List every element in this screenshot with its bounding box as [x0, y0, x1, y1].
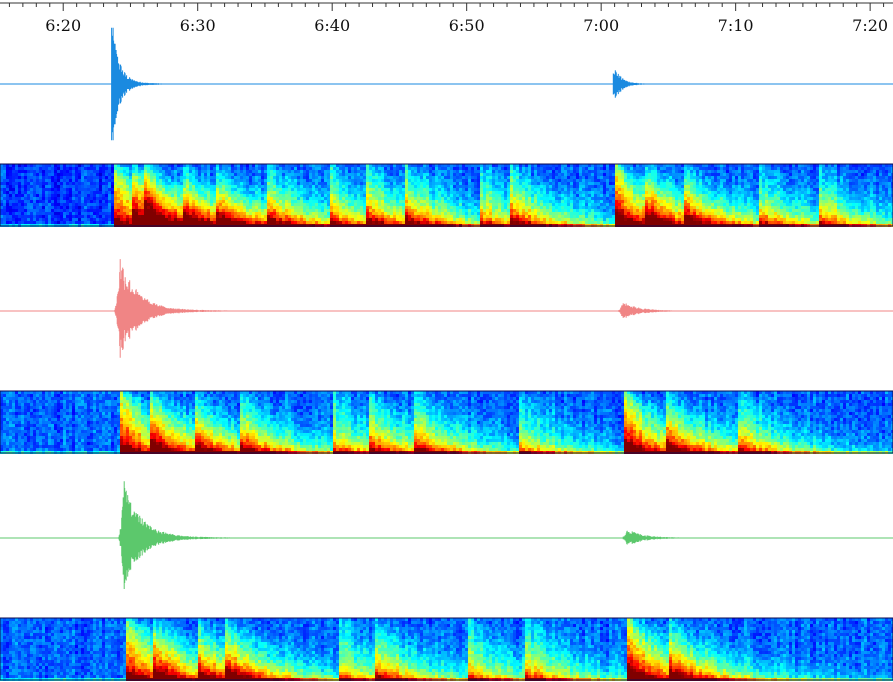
- event-burst: [118, 481, 254, 589]
- event-burst: [112, 28, 192, 141]
- tick-label: 6:20: [45, 16, 81, 35]
- tick-label: 6:40: [314, 16, 350, 35]
- tick-label: 6:50: [449, 16, 485, 35]
- spectrogram-1: [0, 164, 893, 227]
- tick-label: 7:00: [583, 16, 619, 35]
- channel-panels: [0, 28, 893, 681]
- waveform-2: [0, 259, 893, 358]
- waveform-3: [0, 481, 893, 589]
- spectrogram-3: [0, 618, 893, 681]
- event-burst: [613, 70, 693, 98]
- tick-label: 7:10: [718, 16, 754, 35]
- event-burst: [114, 259, 250, 358]
- spectrogram-cells: [0, 618, 893, 681]
- spectrogram-cells: [0, 164, 893, 227]
- waveform-1: [0, 28, 893, 141]
- tick-label: 6:30: [180, 16, 216, 35]
- tick-label: 7:20: [852, 16, 888, 35]
- spectrogram-cells: [0, 391, 893, 454]
- spectrogram-2: [0, 391, 893, 454]
- time-axis: 6:20 6:30 6:40 6:50 7:00 7:10 7:20: [0, 3, 893, 35]
